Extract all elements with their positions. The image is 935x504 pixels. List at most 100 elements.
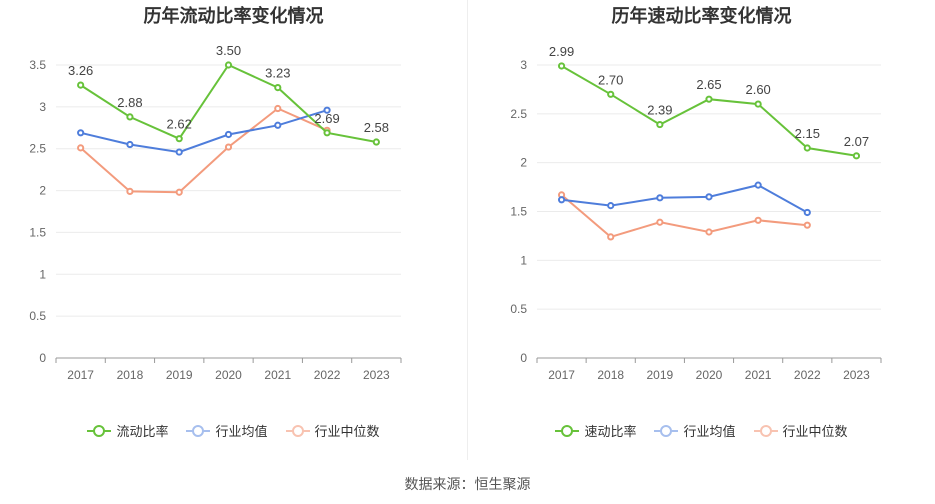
data-point: [323, 106, 331, 114]
data-point: [274, 104, 282, 113]
y-tick-label: 1: [39, 267, 46, 281]
data-label: 2.70: [598, 72, 623, 87]
y-tick-label: 1.5: [29, 225, 46, 239]
legend-symbol-icon: [87, 424, 112, 438]
data-point: [607, 202, 615, 210]
data-point: [705, 228, 713, 236]
legend-item-avg[interactable]: 行业均值: [186, 421, 268, 440]
data-point: [607, 233, 615, 241]
data-point: [754, 216, 762, 224]
chart-legend: 流动比率 行业均值 行业中位数: [0, 421, 467, 440]
y-tick-label: 1.5: [510, 205, 527, 219]
data-label: 2.58: [364, 120, 389, 135]
legend-label: 行业均值: [683, 424, 736, 439]
series-line: [560, 194, 808, 239]
x-tick-label: 2017: [67, 368, 94, 382]
legend-item-main[interactable]: 速动比率: [555, 421, 636, 440]
data-point: [656, 120, 664, 129]
data-point: [175, 148, 183, 156]
y-tick-label: 2: [39, 184, 46, 198]
x-tick-label: 2018: [597, 368, 624, 382]
data-point: [803, 144, 811, 152]
x-tick-label: 2017: [548, 368, 575, 382]
data-point: [77, 144, 85, 152]
y-tick-label: 0.5: [29, 309, 46, 323]
data-label: 2.69: [314, 111, 339, 126]
y-tick-label: 0: [39, 351, 46, 365]
legend-symbol-icon: [186, 424, 211, 438]
chart-legend: 速动比率 行业均值 行业中位数: [468, 421, 935, 440]
x-tick-label: 2020: [696, 368, 723, 382]
y-tick-label: 3.5: [29, 58, 46, 72]
x-tick-label: 2021: [745, 368, 772, 382]
y-tick-label: 3: [39, 100, 46, 114]
legend-label: 行业中位数: [314, 424, 380, 439]
current-ratio-chart-panel: 历年流动比率变化情况 0 0.5 1 1.5 2 2.5 3 3.5 2017 2018 2019 2…: [0, 0, 467, 460]
y-tick-label: 0: [520, 351, 527, 365]
legend-item-median[interactable]: 行业中位数: [753, 421, 848, 440]
x-tick-label: 2018: [117, 368, 144, 382]
chart-title: 历年速动比率变化情况: [611, 6, 792, 26]
legend-label: 速动比率: [584, 424, 637, 439]
data-label: 3.23: [265, 66, 290, 81]
data-label: 2.65: [696, 77, 721, 92]
chart-title: 历年流动比率变化情况: [143, 6, 324, 26]
data-label: 2.60: [745, 82, 770, 97]
legend-label: 流动比率: [116, 424, 169, 439]
data-label: 2.99: [549, 44, 574, 59]
series-line: [79, 107, 328, 194]
x-tick-label: 2019: [166, 368, 193, 382]
data-point: [323, 129, 331, 137]
series-line: [80, 109, 328, 154]
data-point: [77, 129, 85, 137]
data-point: [126, 187, 134, 196]
data-point: [705, 95, 713, 103]
legend-item-main[interactable]: 流动比率: [87, 421, 168, 440]
data-point: [557, 196, 566, 204]
legend-symbol-icon: [285, 424, 310, 438]
legend-label: 行业均值: [215, 424, 268, 439]
data-label: 2.15: [795, 126, 820, 141]
data-point: [607, 90, 615, 98]
data-point: [557, 62, 566, 70]
data-label: 2.88: [117, 95, 142, 110]
series-line: [561, 184, 808, 214]
data-point: [274, 121, 282, 129]
legend-symbol-icon: [753, 424, 778, 438]
legend-label: 行业中位数: [782, 424, 848, 439]
data-point: [852, 152, 861, 160]
y-tick-label: 2: [520, 156, 527, 170]
data-point: [274, 84, 282, 92]
legend-symbol-icon: [555, 424, 580, 438]
data-point: [126, 140, 134, 149]
current-ratio-plot: 0 0.5 1 1.5 2 2.5 3 3.5 2017 2018 2019 2020 2021 2022…: [29, 43, 402, 382]
data-point: [224, 130, 233, 139]
y-tick-label: 2.5: [29, 142, 46, 156]
data-point: [126, 113, 134, 121]
legend-symbol-icon: [654, 424, 679, 438]
x-tick-label: 2023: [363, 368, 390, 382]
data-point: [803, 221, 811, 229]
data-label: 2.07: [844, 134, 869, 149]
legend-item-avg[interactable]: 行业均值: [654, 421, 736, 440]
x-tick-label: 2023: [843, 368, 870, 382]
data-point: [705, 193, 713, 201]
y-tick-label: 2.5: [510, 107, 527, 121]
quick-ratio-plot: 0 0.5 1 1.5 2 2.5 3 2017 2018 2019 2020 2021 2022 202…: [510, 44, 882, 382]
data-point: [656, 194, 664, 202]
data-point: [656, 218, 664, 226]
data-point: [77, 81, 85, 89]
x-tick-label: 2019: [647, 368, 674, 382]
y-tick-label: 3: [520, 58, 527, 72]
x-tick-label: 2022: [314, 368, 341, 382]
quick-ratio-chart-panel: 历年速动比率变化情况 0 0.5 1 1.5 2 2.5 3 2017 2018 2019 2020…: [468, 0, 935, 460]
legend-item-median[interactable]: 行业中位数: [285, 421, 380, 440]
data-point: [224, 143, 233, 151]
x-tick-label: 2021: [264, 368, 291, 382]
data-point: [754, 100, 762, 108]
y-tick-label: 0.5: [510, 302, 527, 316]
data-point: [175, 188, 183, 196]
panel-divider: [467, 0, 468, 460]
data-label: 2.62: [167, 117, 192, 132]
data-point: [754, 181, 762, 189]
